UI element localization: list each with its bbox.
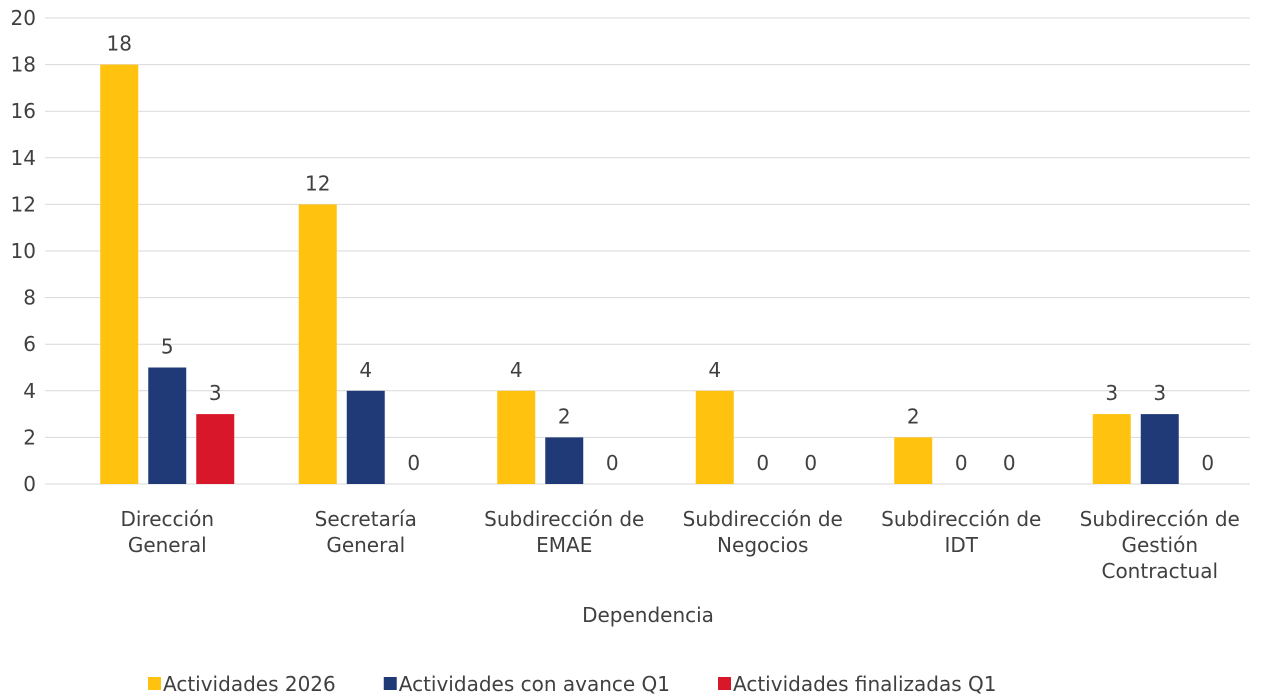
bar: [100, 64, 139, 484]
legend-label: Actividades 2026: [163, 672, 336, 696]
data-label: 0: [955, 451, 968, 475]
y-tick-label: 10: [11, 239, 36, 263]
data-label: 2: [907, 404, 920, 428]
y-tick-label: 12: [11, 192, 36, 216]
bar: [1140, 414, 1179, 484]
y-tick-label: 14: [11, 146, 36, 170]
bar: [346, 390, 385, 484]
bar: [545, 437, 584, 484]
bar: [148, 367, 187, 484]
y-tick-label: 4: [23, 379, 36, 403]
legend-swatch: [148, 677, 161, 690]
legend-label: Actividades con avance Q1: [399, 672, 670, 696]
data-label: 0: [1201, 451, 1214, 475]
x-axis-title: Dependencia: [582, 603, 714, 627]
data-label: 2: [558, 404, 571, 428]
bar: [298, 204, 337, 484]
x-tick-label: Subdirección de Gestión Contractual: [1080, 507, 1240, 583]
legend-swatch: [718, 677, 732, 690]
bar: [196, 414, 235, 484]
y-tick-label: 2: [23, 425, 36, 449]
data-label: 0: [407, 451, 420, 475]
y-tick-label: 8: [23, 286, 36, 310]
data-label: 4: [359, 358, 372, 382]
x-tick-label: Subdirección de Negocios: [683, 507, 843, 557]
y-tick-label: 18: [11, 53, 36, 77]
y-tick-label: 0: [23, 472, 36, 496]
data-label: 12: [305, 171, 330, 195]
data-label: 0: [756, 451, 769, 475]
legend-label: Actividades finalizadas Q1: [733, 672, 996, 696]
data-label: 0: [804, 451, 817, 475]
x-tick-label: Subdirección de EMAE: [484, 507, 644, 557]
data-label: 3: [209, 381, 222, 405]
data-label: 4: [510, 358, 523, 382]
y-tick-label: 16: [11, 99, 36, 123]
x-tick-label: Subdirección de IDT: [881, 507, 1041, 557]
data-label: 18: [107, 32, 132, 56]
data-label: 3: [1105, 381, 1118, 405]
data-label: 3: [1153, 381, 1166, 405]
bar: [1092, 414, 1131, 484]
y-tick-label: 6: [23, 332, 36, 356]
x-tick-label: Secretaría General: [315, 507, 417, 557]
y-tick-label: 20: [11, 6, 36, 30]
x-tick-label: Dirección General: [120, 507, 214, 557]
legend-swatch: [383, 677, 397, 690]
data-label: 0: [606, 451, 619, 475]
bar: [695, 390, 734, 484]
bar: [497, 390, 536, 484]
data-label: 5: [161, 335, 174, 359]
bar: [894, 437, 933, 484]
data-label: 0: [1003, 451, 1016, 475]
data-label: 4: [708, 358, 721, 382]
